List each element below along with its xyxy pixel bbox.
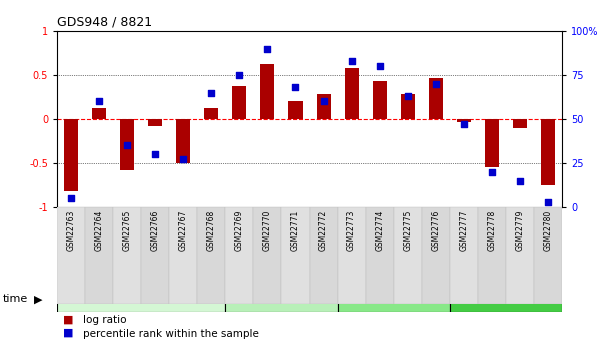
Text: log ratio: log ratio: [83, 315, 126, 325]
Point: [123, 143, 132, 148]
Bar: [176, 119, 191, 163]
Text: GSM22776: GSM22776: [432, 210, 440, 251]
Bar: [57, 286, 225, 312]
Text: 8 h: 8 h: [385, 294, 402, 304]
Bar: [204, 108, 218, 119]
Bar: [344, 68, 359, 119]
Bar: [225, 286, 338, 312]
Point: [487, 169, 496, 175]
Text: 0.5 h: 0.5 h: [128, 294, 154, 304]
Text: GSM22769: GSM22769: [235, 210, 244, 251]
Text: GSM22771: GSM22771: [291, 210, 300, 251]
Bar: [450, 207, 478, 304]
Point: [234, 72, 244, 78]
Point: [347, 58, 356, 64]
Point: [94, 99, 104, 104]
Bar: [365, 207, 394, 304]
Text: GSM22775: GSM22775: [403, 210, 412, 251]
Text: GSM22766: GSM22766: [151, 210, 160, 251]
Text: GSM22767: GSM22767: [179, 210, 188, 251]
Bar: [429, 78, 443, 119]
Text: percentile rank within the sample: percentile rank within the sample: [83, 329, 259, 339]
Text: GSM22774: GSM22774: [375, 210, 384, 251]
Bar: [233, 87, 246, 119]
Bar: [57, 207, 85, 304]
Point: [263, 46, 272, 51]
Point: [431, 81, 441, 87]
Text: ■: ■: [63, 328, 73, 338]
Text: ▶: ▶: [34, 294, 42, 304]
Bar: [120, 119, 134, 170]
Point: [375, 63, 385, 69]
Bar: [534, 207, 562, 304]
Point: [515, 178, 525, 184]
Text: GSM22768: GSM22768: [207, 210, 216, 251]
Text: GSM22778: GSM22778: [487, 210, 496, 251]
Text: GDS948 / 8821: GDS948 / 8821: [57, 16, 152, 29]
Bar: [338, 207, 365, 304]
Bar: [169, 207, 197, 304]
Point: [66, 195, 76, 201]
Bar: [394, 207, 422, 304]
Bar: [92, 108, 106, 119]
Bar: [310, 207, 338, 304]
Text: GSM22763: GSM22763: [67, 210, 76, 251]
Bar: [260, 65, 275, 119]
Bar: [281, 207, 310, 304]
Bar: [197, 207, 225, 304]
Bar: [457, 119, 471, 122]
Text: GSM22773: GSM22773: [347, 210, 356, 251]
Text: GSM22777: GSM22777: [459, 210, 468, 251]
Bar: [113, 207, 141, 304]
Bar: [317, 95, 331, 119]
Point: [403, 93, 412, 99]
Text: GSM22764: GSM22764: [95, 210, 103, 251]
Bar: [338, 286, 450, 312]
Text: GSM22780: GSM22780: [543, 210, 552, 251]
Point: [543, 199, 553, 205]
Text: GSM22765: GSM22765: [123, 210, 132, 251]
Bar: [254, 207, 281, 304]
Bar: [478, 207, 506, 304]
Text: GSM22772: GSM22772: [319, 210, 328, 251]
Bar: [485, 119, 499, 167]
Text: GSM22770: GSM22770: [263, 210, 272, 251]
Text: 24 h: 24 h: [494, 294, 517, 304]
Text: GSM22779: GSM22779: [516, 210, 524, 251]
Bar: [506, 207, 534, 304]
Point: [150, 151, 160, 157]
Bar: [513, 119, 527, 128]
Bar: [373, 81, 386, 119]
Bar: [64, 119, 78, 191]
Point: [291, 85, 300, 90]
Point: [459, 121, 469, 127]
Bar: [450, 286, 562, 312]
Bar: [148, 119, 162, 126]
Bar: [422, 207, 450, 304]
Text: 1 h: 1 h: [273, 294, 290, 304]
Bar: [225, 207, 254, 304]
Text: time: time: [3, 294, 28, 304]
Bar: [541, 119, 555, 185]
Text: ■: ■: [63, 314, 73, 324]
Bar: [288, 101, 302, 119]
Point: [178, 157, 188, 162]
Bar: [401, 95, 415, 119]
Point: [319, 99, 328, 104]
Point: [207, 90, 216, 95]
Bar: [141, 207, 169, 304]
Bar: [85, 207, 113, 304]
